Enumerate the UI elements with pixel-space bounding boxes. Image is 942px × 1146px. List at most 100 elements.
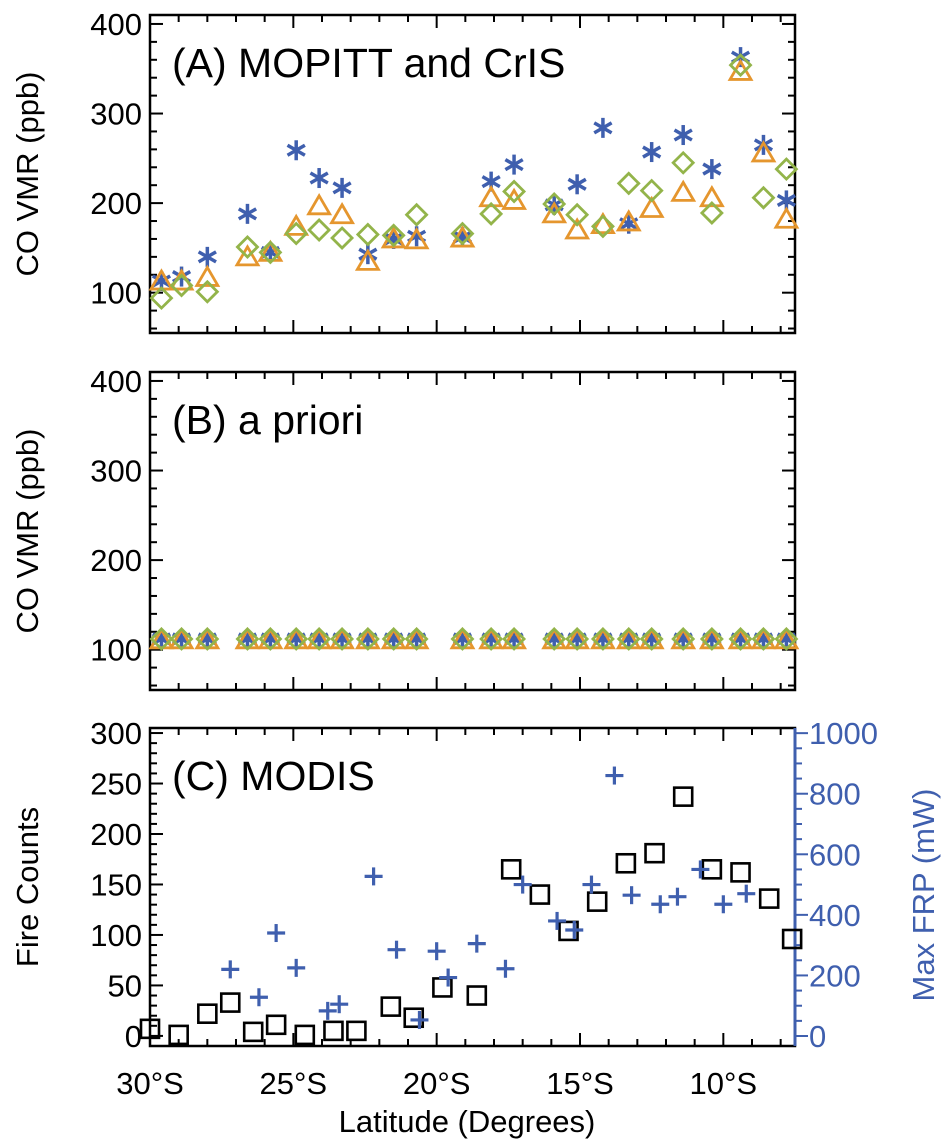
triangle-marker <box>615 209 642 232</box>
plus-marker <box>467 934 486 953</box>
asterisk-marker <box>332 177 352 198</box>
diamond-marker <box>355 626 380 651</box>
y-tick-label: 200 <box>90 817 142 852</box>
triangle-marker <box>670 179 697 202</box>
x-tick-label: 10°S <box>690 1066 758 1101</box>
square-marker <box>529 884 551 905</box>
plus-marker <box>622 886 641 905</box>
triangle-marker <box>750 140 777 163</box>
diamond-marker <box>616 626 641 651</box>
plus-marker <box>651 895 670 914</box>
diamond-marker <box>169 626 194 651</box>
asterisk-marker <box>702 159 722 180</box>
asterisk-marker <box>673 125 693 146</box>
right-y-axis-title: Max FRP (mW) <box>906 789 941 1002</box>
panel-2: 100 200 300 400 CO VMR (ppb) (B) a priori <box>10 364 800 692</box>
plus-marker <box>221 960 240 979</box>
diamond-marker <box>774 157 799 182</box>
diamond-marker <box>195 626 220 651</box>
panel-title: (A) MOPITT and CrIS <box>172 40 565 86</box>
plus-marker <box>714 895 733 914</box>
plus-marker <box>427 942 446 961</box>
plus-marker <box>548 911 567 930</box>
diamond-marker <box>728 626 753 651</box>
diamond-marker <box>542 626 567 651</box>
plus-marker <box>565 921 584 940</box>
y-tick-label: 200 <box>90 543 142 578</box>
diamond-marker <box>330 226 355 251</box>
triangle-marker <box>773 206 800 229</box>
triangle-marker <box>234 244 261 267</box>
square-marker <box>758 888 780 909</box>
square-marker <box>197 1003 218 1024</box>
y-tick-label: 200 <box>90 186 142 221</box>
y-axis-title: CO VMR (ppb) <box>10 72 45 277</box>
y-tick-label: 250 <box>90 767 142 802</box>
diamond-marker <box>404 626 429 651</box>
triangle-marker <box>306 193 333 216</box>
triangle-marker <box>403 227 430 250</box>
square-marker <box>403 1007 425 1029</box>
x-tick-label: 15°S <box>546 1066 614 1101</box>
asterisk-marker <box>197 246 217 267</box>
diamond-marker <box>195 279 220 304</box>
y-axis-title: Fire Counts <box>10 807 45 967</box>
asterisk-marker <box>504 154 524 175</box>
plus-marker <box>582 875 601 894</box>
diamond-marker <box>639 178 664 203</box>
diamond-marker <box>616 171 641 196</box>
diamond-marker <box>479 201 504 226</box>
plus-marker <box>737 884 756 903</box>
triangle-marker <box>541 201 568 224</box>
diamond-marker <box>502 179 527 204</box>
asterisk-marker <box>642 142 662 163</box>
plus-marker <box>496 959 515 978</box>
square-marker <box>466 985 488 1006</box>
right-y-tick-label: 0 <box>809 1019 826 1054</box>
y-tick-label: 300 <box>90 454 142 489</box>
panel-title: (C) MODIS <box>172 753 375 799</box>
diamond-marker <box>542 192 567 216</box>
asterisk-marker <box>358 244 378 265</box>
diamond-marker <box>404 202 429 227</box>
diamond-marker <box>381 223 406 248</box>
diamond-marker <box>590 626 615 651</box>
diamond-marker <box>149 626 174 651</box>
diamond-marker <box>381 626 406 651</box>
y-tick-label: 300 <box>90 97 142 132</box>
y-tick-label: 400 <box>90 364 142 399</box>
diamond-marker <box>450 221 475 246</box>
x-tick-label: 30°S <box>116 1066 184 1101</box>
triangle-marker <box>329 201 356 225</box>
diamond-marker <box>590 214 615 239</box>
diamond-marker <box>671 626 696 651</box>
triangle-marker <box>638 195 665 218</box>
y-tick-label: 150 <box>90 867 142 902</box>
square-marker <box>168 1024 189 1046</box>
diamond-marker <box>565 626 590 651</box>
square-marker <box>294 1024 316 1046</box>
square-marker <box>219 992 241 1013</box>
triangle-marker <box>501 187 528 210</box>
plus-marker <box>605 766 624 785</box>
y-tick-label: 100 <box>90 633 142 668</box>
right-y-tick-label: 1000 <box>809 716 878 751</box>
asterisk-marker <box>237 203 258 224</box>
triangle-marker <box>564 217 591 240</box>
triangle-marker <box>257 239 284 262</box>
right-y-tick-label: 800 <box>809 777 861 812</box>
diamond-marker <box>355 222 380 247</box>
y-tick-label: 50 <box>108 968 142 1003</box>
square-marker <box>615 852 637 874</box>
diamond-marker <box>258 626 283 651</box>
panel-1: 100 200 300 400 CO VMR (ppb) (A) MOPITT and C… <box>10 7 800 335</box>
square-marker <box>139 1018 161 1040</box>
right-y-tick-label: 600 <box>809 837 861 872</box>
diamond-marker <box>169 273 194 298</box>
plot-frame <box>148 13 797 335</box>
triangle-marker <box>194 264 221 287</box>
square-marker <box>781 928 803 950</box>
diamond-marker <box>235 626 260 651</box>
diamond-marker <box>235 235 260 259</box>
